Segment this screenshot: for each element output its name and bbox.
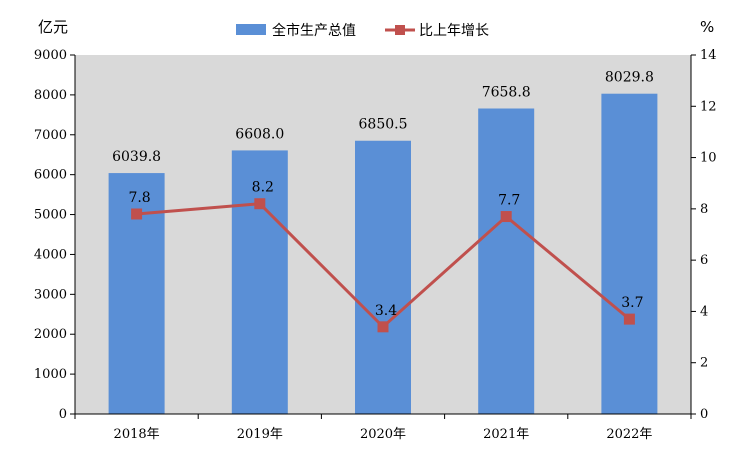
data-labels: 6039.8 6608.0 6850.5 7658.8 8029.8 7.8 8.2 3.4 7… <box>112 70 654 319</box>
bar-value-label: 6850.5 <box>359 117 408 133</box>
left-tick-label: 7000 <box>34 128 67 143</box>
left-tick-label: 2000 <box>34 327 67 342</box>
right-tick-label: 14 <box>700 48 717 63</box>
left-tick-label: 3000 <box>34 287 67 302</box>
line-marker <box>500 211 512 223</box>
line-value-label: 7.8 <box>128 190 150 206</box>
right-tick-label: 10 <box>700 151 717 166</box>
line-value-label: 8.2 <box>252 180 274 196</box>
category-label: 2022年 <box>606 427 652 442</box>
legend-bar-swatch <box>236 24 266 35</box>
line-marker <box>377 321 389 333</box>
line-value-label: 3.7 <box>621 295 643 311</box>
left-tick-label: 0 <box>59 407 67 422</box>
line-value-label: 3.4 <box>375 303 397 319</box>
legend: 全市生产总值 比上年增长 <box>236 22 489 39</box>
bar-value-label: 6608.0 <box>235 126 284 142</box>
line-series <box>131 198 635 333</box>
right-tick-label: 4 <box>700 304 708 319</box>
axes <box>74 55 692 415</box>
bar-value-label: 6039.8 <box>112 149 161 165</box>
legend-line-label: 比上年增长 <box>419 23 489 39</box>
bar-value-label: 7658.8 <box>482 84 531 100</box>
right-tick-label: 8 <box>700 202 708 217</box>
category-label: 2019年 <box>237 427 283 442</box>
line-marker <box>131 208 143 220</box>
right-axis-ticks: 0 2 4 6 8 10 12 14 <box>691 48 717 422</box>
left-tick-label: 1000 <box>34 367 67 382</box>
left-tick-label: 4000 <box>34 247 67 262</box>
line-value-label: 7.7 <box>498 193 520 209</box>
category-label: 2020年 <box>360 427 406 442</box>
category-label: 2018年 <box>114 427 160 442</box>
right-tick-label: 2 <box>700 356 708 371</box>
right-axis-unit: % <box>700 18 714 36</box>
bar <box>478 108 535 415</box>
bar <box>355 140 411 415</box>
legend-bar-label: 全市生产总值 <box>272 22 356 39</box>
line-marker <box>623 313 635 325</box>
left-axis-unit: 亿元 <box>38 18 68 36</box>
right-tick-label: 0 <box>700 407 708 422</box>
left-tick-label: 9000 <box>34 48 67 63</box>
left-tick-label: 6000 <box>34 168 67 183</box>
right-tick-label: 6 <box>700 253 708 268</box>
line-marker <box>254 198 266 210</box>
left-tick-label: 5000 <box>34 208 67 223</box>
bar-value-label: 8029.8 <box>605 70 654 86</box>
left-axis-ticks: 0 1000 2000 3000 4000 5000 6000 7000 8000 9000 <box>34 48 75 422</box>
left-tick-label: 8000 <box>34 88 67 103</box>
bar <box>231 150 288 414</box>
legend-line-marker <box>395 25 405 35</box>
bar <box>601 93 658 415</box>
category-axis-labels: 2018年 2019年 2020年 2021年 2022年 <box>74 414 692 442</box>
right-tick-label: 12 <box>700 99 717 114</box>
category-label: 2021年 <box>483 427 529 442</box>
